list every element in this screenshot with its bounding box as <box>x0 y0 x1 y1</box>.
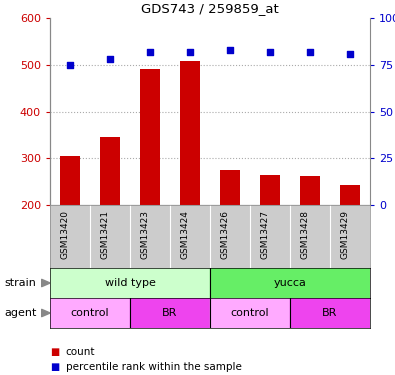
Bar <box>260 175 280 205</box>
Text: BR: BR <box>322 308 338 318</box>
Text: percentile rank within the sample: percentile rank within the sample <box>66 362 242 372</box>
Point <box>227 47 233 53</box>
Text: GSM13428: GSM13428 <box>301 210 310 259</box>
Polygon shape <box>41 309 50 317</box>
Point <box>107 56 113 62</box>
Bar <box>50 268 210 298</box>
Point <box>147 49 153 55</box>
Text: wild type: wild type <box>105 278 156 288</box>
Point <box>347 51 353 57</box>
Text: GSM13429: GSM13429 <box>341 210 350 259</box>
Text: ■: ■ <box>50 347 59 357</box>
Text: GSM13427: GSM13427 <box>261 210 270 259</box>
Bar <box>210 298 290 328</box>
Text: strain: strain <box>4 278 36 288</box>
Text: count: count <box>66 347 95 357</box>
Bar <box>130 298 210 328</box>
Text: BR: BR <box>162 308 178 318</box>
Bar <box>60 156 80 205</box>
Text: GSM13424: GSM13424 <box>181 210 190 259</box>
Text: control: control <box>231 308 269 318</box>
Point <box>307 49 313 55</box>
Bar <box>290 298 370 328</box>
Point <box>187 49 193 55</box>
Point <box>267 49 273 55</box>
Bar <box>210 268 370 298</box>
Bar <box>50 298 130 328</box>
Bar <box>220 170 240 205</box>
Text: control: control <box>71 308 109 318</box>
Bar <box>100 137 120 205</box>
Text: GSM13426: GSM13426 <box>221 210 230 259</box>
Bar <box>340 185 360 205</box>
Point <box>67 62 73 68</box>
Text: ■: ■ <box>50 362 59 372</box>
Text: agent: agent <box>4 308 36 318</box>
Polygon shape <box>41 279 50 287</box>
Text: yucca: yucca <box>274 278 307 288</box>
Title: GDS743 / 259859_at: GDS743 / 259859_at <box>141 3 279 15</box>
Bar <box>300 176 320 205</box>
Bar <box>180 62 200 205</box>
Text: GSM13421: GSM13421 <box>101 210 110 259</box>
Text: GSM13423: GSM13423 <box>141 210 150 259</box>
Text: GSM13420: GSM13420 <box>61 210 70 259</box>
Bar <box>140 69 160 205</box>
